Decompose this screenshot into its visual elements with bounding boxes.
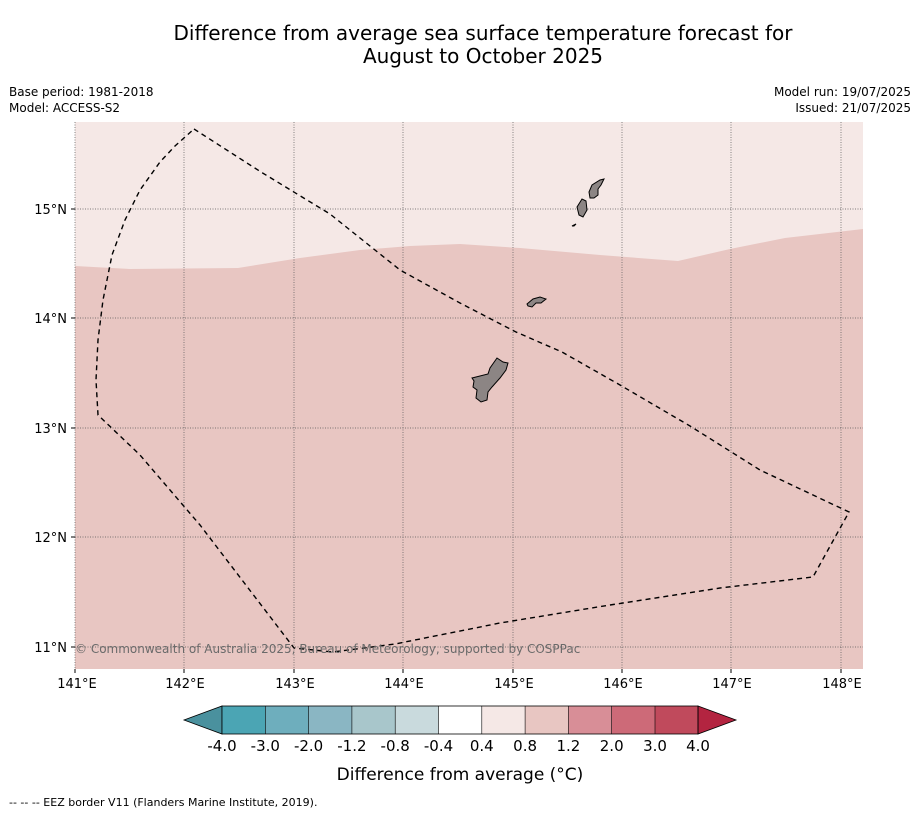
- copyright-text: © Commonwealth of Australia 2025, Bureau…: [75, 642, 580, 656]
- colorbar-tick-label: 0.8: [513, 737, 537, 755]
- guam-island: [471, 357, 509, 403]
- axis-ticks: [71, 208, 842, 673]
- colorbar-swatch: [222, 706, 266, 734]
- colorbar-swatch: [481, 706, 526, 734]
- colorbar-extend-high: [697, 705, 738, 735]
- lon-label-141: 141°E: [57, 677, 97, 692]
- lon-label-142: 142°E: [165, 677, 205, 692]
- rota-island: [526, 296, 548, 308]
- colorbar-tick-label: -4.0: [207, 737, 236, 755]
- lon-label-143: 143°E: [275, 677, 315, 692]
- lon-labels: 141°E 142°E 143°E 144°E 145°E 146°E 147°…: [57, 677, 862, 692]
- colorbar-swatch: [611, 706, 655, 734]
- colorbar-swatch: [265, 706, 309, 734]
- colorbar-tick-label: -1.2: [337, 737, 366, 755]
- base-period: Base period: 1981-2018: [9, 85, 154, 99]
- title-line-2: August to October 2025: [362, 44, 604, 68]
- colorbar-tick-labels: -4.0 -3.0 -2.0 -1.2 -0.8 -0.4 0.4 0.8 1.…: [207, 737, 710, 755]
- colorbar-tick-label: -3.0: [251, 737, 280, 755]
- lat-label-12: 12°N: [34, 531, 67, 546]
- lat-labels: 15°N 14°N 13°N 12°N 11°N: [34, 203, 67, 656]
- lat-label-13: 13°N: [34, 422, 67, 437]
- colorbar-tick-label: -2.0: [294, 737, 323, 755]
- land-masses: [471, 178, 605, 403]
- aguijan-island: [571, 223, 577, 227]
- colorbar-title: Difference from average (°C): [337, 765, 584, 785]
- lon-label-145: 145°E: [494, 677, 534, 692]
- tinian-island: [576, 198, 588, 218]
- eez-border: [95, 128, 850, 653]
- lat-label-15: 15°N: [34, 203, 67, 218]
- title-line-1: Difference from average sea surface temp…: [173, 21, 793, 45]
- colorbar-swatch: [655, 706, 698, 734]
- lat-label-11: 11°N: [34, 641, 67, 656]
- eez-legend-note: -- -- -- EEZ border V11 (Flanders Marine…: [9, 796, 318, 809]
- colorbar-tick-label: -0.8: [381, 737, 410, 755]
- lat-label-14: 14°N: [34, 312, 67, 327]
- lon-label-147: 147°E: [712, 677, 752, 692]
- sst-band-medium: [75, 229, 863, 669]
- colorbar-swatch: [525, 706, 569, 734]
- map-title: Difference from average sea surface temp…: [0, 22, 919, 68]
- colorbar-tick-label: 4.0: [686, 737, 710, 755]
- meta-right: Model run: 19/07/2025 Issued: 21/07/2025: [774, 84, 911, 116]
- map-gridlines: [74, 122, 863, 669]
- colorbar-outline: [221, 705, 699, 735]
- lon-label-146: 146°E: [603, 677, 643, 692]
- colorbar-extend-low: [182, 705, 223, 735]
- map-panel: 15°N 14°N 13°N 12°N 11°N 141°E 142°E 143…: [34, 122, 863, 692]
- colorbar-tick-label: -0.4: [424, 737, 453, 755]
- colorbar-swatch: [395, 706, 439, 734]
- colorbar-tick-label: 3.0: [643, 737, 667, 755]
- colorbar-dividers: [264, 706, 656, 734]
- issued-date: Issued: 21/07/2025: [795, 101, 911, 115]
- model-run: Model run: 19/07/2025: [773, 85, 911, 99]
- colorbar-swatch: [438, 706, 482, 734]
- lon-label-144: 144°E: [384, 677, 424, 692]
- colorbar-swatch: [351, 706, 396, 734]
- colorbar-tick-label: 2.0: [600, 737, 624, 755]
- colorbar-tick-label: 0.4: [470, 737, 494, 755]
- lon-label-148: 148°E: [822, 677, 862, 692]
- colorbar-swatch: [308, 706, 352, 734]
- meta-left: Base period: 1981-2018 Model: ACCESS-S2: [9, 84, 154, 116]
- model-name: Model: ACCESS-S2: [9, 101, 121, 115]
- colorbar-swatch: [568, 706, 612, 734]
- colorbar-tick-label: 1.2: [556, 737, 580, 755]
- saipan-island: [588, 178, 605, 199]
- colorbar: -4.0 -3.0 -2.0 -1.2 -0.8 -0.4 0.4 0.8 1.…: [182, 705, 738, 785]
